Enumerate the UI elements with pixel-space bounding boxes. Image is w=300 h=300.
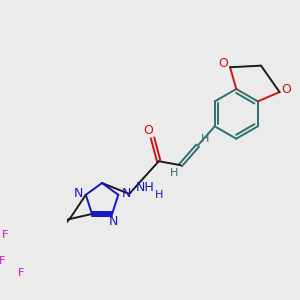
Text: H: H bbox=[154, 190, 163, 200]
Text: F: F bbox=[2, 230, 8, 240]
Text: N: N bbox=[122, 187, 131, 200]
Text: O: O bbox=[143, 124, 153, 137]
Text: O: O bbox=[282, 83, 292, 96]
Text: F: F bbox=[18, 268, 25, 278]
Text: N: N bbox=[109, 215, 118, 228]
Text: O: O bbox=[218, 57, 228, 70]
Text: F: F bbox=[0, 256, 5, 266]
Text: NH: NH bbox=[135, 181, 154, 194]
Text: N: N bbox=[73, 187, 83, 200]
Text: H: H bbox=[170, 168, 178, 178]
Text: H: H bbox=[201, 134, 210, 145]
